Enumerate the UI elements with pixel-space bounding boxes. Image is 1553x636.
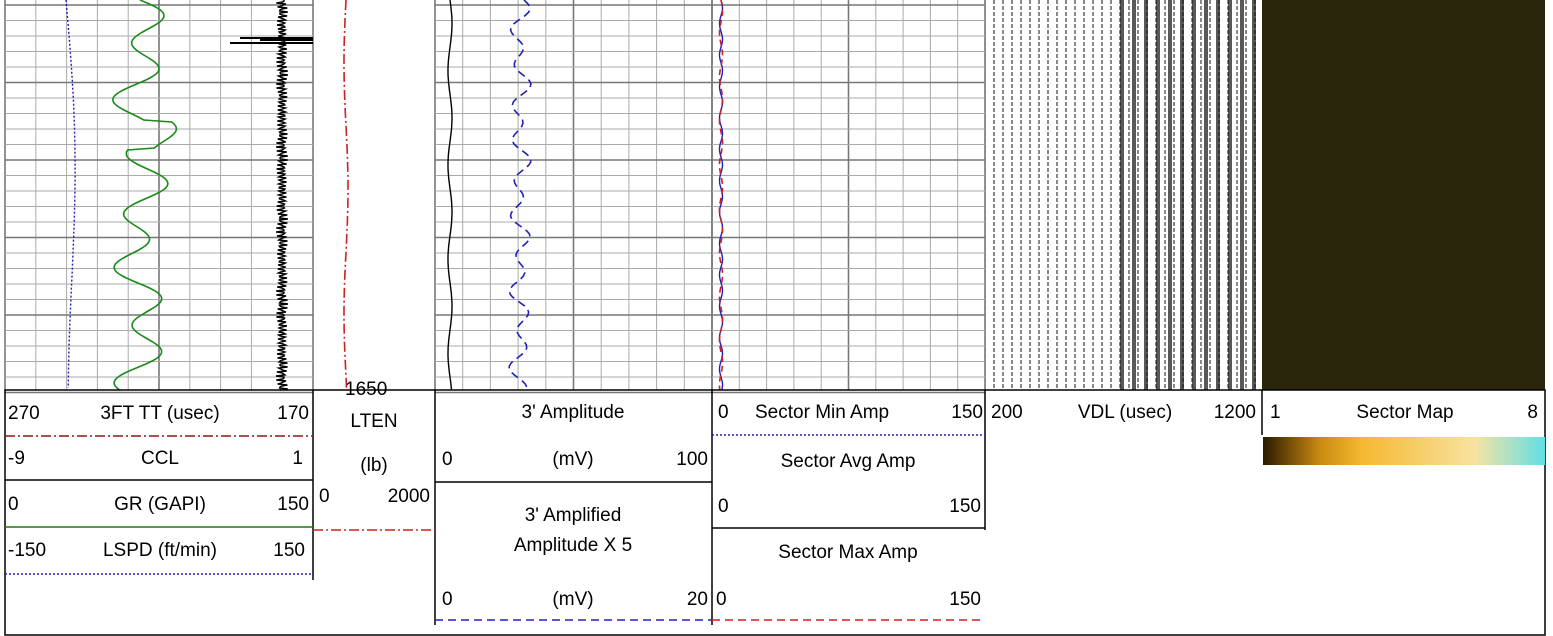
curve-name: CCL [141,448,179,469]
curve-unit: (lb) [360,455,387,476]
curve-name: GR (GAPI) [114,494,206,515]
scale-left: 0 [718,402,729,423]
curve [718,0,724,391]
curve-unit: (mV) [552,449,593,470]
scale-right: 150 [273,540,305,561]
scale-right: 150 [949,496,981,517]
scale-right: 150 [949,589,981,610]
curve-name: Amplitude X 5 [514,535,632,556]
curve-name: LSPD (ft/min) [103,540,217,561]
scale-left: 1 [1270,402,1281,423]
scale-left: 0 [442,449,453,470]
header-text: 270 3FT TT (usec) 170 -9 CCL 1 0 GR (GAP… [8,402,1538,610]
vdl-image-strong [1120,0,1260,390]
curve-name: 3FT TT (usec) [100,403,219,424]
curve [447,0,453,391]
curve-name: Sector Avg Amp [781,451,916,472]
curve-name: Sector Max Amp [778,542,917,563]
scale-left: 0 [319,486,330,507]
ccl-spike [230,37,313,44]
curve [275,0,289,391]
scale-right: 100 [676,449,708,470]
curve [508,0,532,391]
curve-name: VDL (usec) [1078,402,1172,423]
curve [111,0,178,391]
scale-left: -150 [8,540,46,561]
curve-name: Sector Map [1356,402,1453,423]
scale-right: 150 [277,494,309,515]
scale-right: 170 [277,403,309,424]
scale-left: -9 [8,448,25,469]
sector-map-image [1262,0,1545,390]
scale-left: 200 [991,402,1023,423]
curve [65,0,76,389]
curve-name: 3' Amplitude [522,402,625,423]
header-lines [5,434,985,621]
scale-left: 0 [442,589,453,610]
scale-right: 20 [687,589,708,610]
scale-left: 0 [716,589,727,610]
header-frame [4,389,1546,636]
curve-unit: (mV) [552,589,593,610]
scale-right: 1200 [1214,402,1256,423]
scale-left: 0 [718,496,729,517]
scale-left: 0 [8,494,19,515]
scale-right: 8 [1527,402,1538,423]
scale-left: 270 [8,403,40,424]
curve [343,0,349,389]
curve-name: Sector Min Amp [755,402,889,423]
curve-name: LTEN [350,411,397,432]
sector-map-scale [1263,437,1545,465]
scale-right: 150 [951,402,983,423]
curves [65,0,724,391]
scale-right: 2000 [388,486,430,507]
curve-name: 3' Amplified [525,505,622,526]
grids [4,0,986,394]
scale-right: 1 [292,448,303,469]
